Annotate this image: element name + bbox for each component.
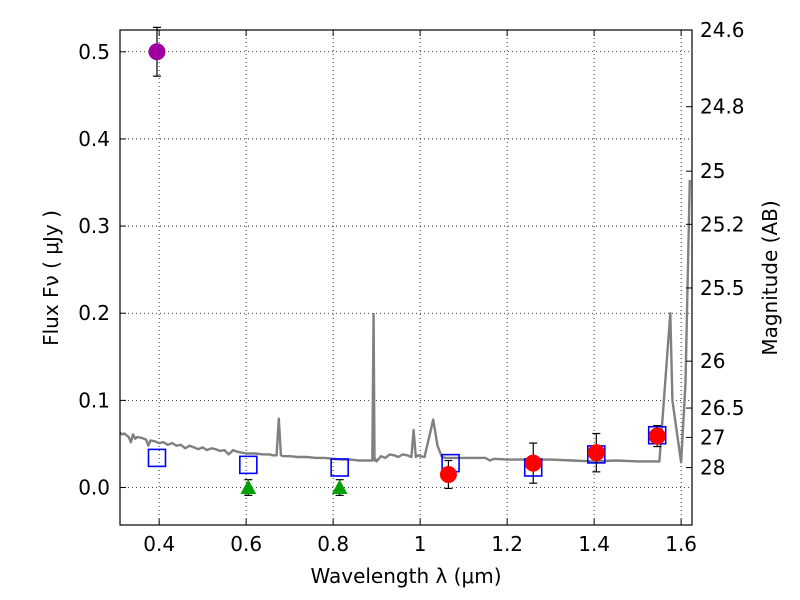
- flux-point: [439, 465, 457, 483]
- x-tick-label: 1: [414, 532, 427, 556]
- model-band-square: [147, 448, 167, 468]
- right-tick-label: 24.6: [700, 18, 745, 42]
- x-tick-label: 1.4: [578, 532, 610, 556]
- right-tick-label: 26.5: [700, 396, 745, 420]
- flux-point: [524, 454, 542, 472]
- x-tick-label: 0.6: [230, 532, 262, 556]
- model-sed-path: [120, 179, 691, 464]
- right-tick-label: 25: [700, 159, 725, 183]
- y-tick-label: 0.4: [78, 127, 110, 151]
- model-band-square: [330, 458, 349, 477]
- right-tick-label: 25.2: [700, 212, 745, 236]
- flux-point: [148, 43, 166, 61]
- x-axis-label: Wavelength λ (μm): [310, 564, 501, 588]
- data-marks: [147, 26, 667, 496]
- y-tick-label: 0.1: [78, 388, 110, 412]
- upper-limit-triangle: [240, 479, 257, 495]
- plot-frame: [119, 29, 693, 526]
- y-axis: 0.0 0.1 0.2 0.3 0.4 0.5: [78, 40, 126, 500]
- right-axis-label: Magnitude (AB): [758, 200, 782, 355]
- upper-limit-triangle: [331, 479, 348, 495]
- x-tick-label: 1.2: [491, 532, 523, 556]
- right-tick-label: 27: [700, 425, 725, 449]
- model-sed-line: [120, 179, 691, 464]
- right-tick-label: 25.5: [700, 276, 745, 300]
- y-tick-label: 0.0: [78, 476, 110, 500]
- right-tick-label: 28: [700, 456, 725, 480]
- flux-point: [587, 444, 605, 462]
- model-band-square: [239, 455, 258, 475]
- x-tick-label: 0.4: [143, 532, 175, 556]
- y-tick-label: 0.5: [78, 40, 110, 64]
- x-tick-label: 1.6: [665, 532, 697, 556]
- y-axis-label: Flux Fν ( μJy ): [39, 210, 63, 346]
- x-tick-label: 0.8: [317, 532, 349, 556]
- flux-point: [648, 427, 666, 445]
- right-magnitude-axis: 24.6 24.8 25 25.2 25.5 26 26.5 27 28: [686, 18, 745, 480]
- x-axis: 0.4 0.6 0.8 1 1.2 1.4 1.6: [143, 30, 697, 556]
- y-tick-label: 0.3: [78, 214, 110, 238]
- y-tick-label: 0.2: [78, 301, 110, 325]
- right-tick-label: 24.8: [700, 95, 745, 119]
- right-tick-label: 26: [700, 349, 725, 373]
